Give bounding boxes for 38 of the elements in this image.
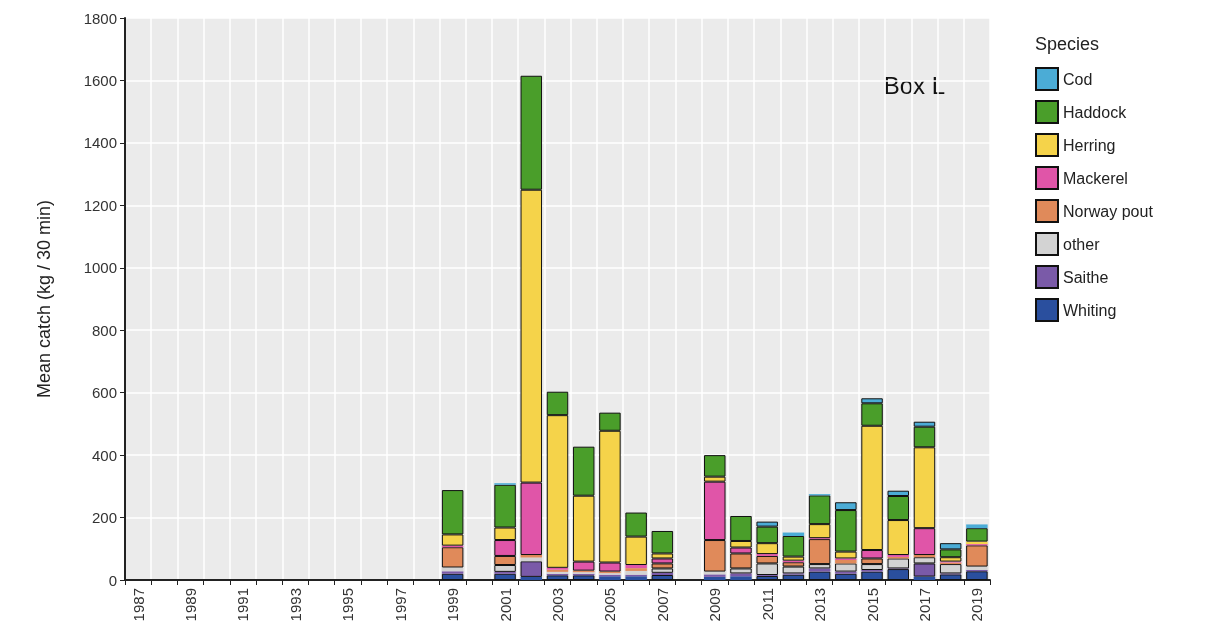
y-axis-title: Mean catch (kg / 30 min) — [34, 199, 54, 399]
x-tick-label: 2009 — [706, 588, 724, 622]
legend-label: Norway pout — [1063, 202, 1154, 220]
legend-title: Species — [1035, 34, 1100, 54]
x-tick-label: 2003 — [549, 588, 566, 622]
y-tick-label: 1400 — [83, 134, 117, 152]
legend-label: other — [1063, 235, 1101, 253]
x-tick-label: 2011 — [758, 588, 776, 621]
y-tick-label: 1600 — [83, 71, 117, 89]
x-tick-label: 1991 — [234, 588, 252, 622]
x-tick-label: 1997 — [391, 588, 409, 622]
x-tick-label: 2017 — [915, 588, 933, 622]
x-tick-label: 2015 — [863, 588, 881, 622]
y-tick-label: 0 — [108, 571, 117, 589]
y-tick-label: 400 — [91, 446, 117, 464]
legend-label: Haddock — [1063, 103, 1128, 121]
legend-label: Mackerel — [1063, 169, 1128, 187]
x-tick-label: 2001 — [496, 588, 514, 622]
legend-label: Herring — [1063, 136, 1116, 154]
annotation: Box L — [883, 71, 945, 99]
x-tick-label: 1987 — [129, 588, 147, 622]
x-tick-label: 1999 — [444, 588, 462, 622]
y-tick-label: 200 — [91, 509, 117, 527]
y-tick-label: 1200 — [83, 196, 117, 214]
y-tick-label: 800 — [91, 321, 117, 339]
x-tick-label: 1989 — [182, 588, 200, 622]
x-tick-label: 2005 — [601, 588, 619, 622]
legend-label: Saithe — [1063, 268, 1109, 286]
y-tick-label: 1000 — [83, 259, 117, 277]
x-tick-label: 1995 — [339, 588, 357, 622]
legend-label: Cod — [1063, 70, 1093, 88]
x-tick-label: 1993 — [286, 588, 304, 622]
x-tick-label: 2019 — [968, 588, 986, 622]
x-tick-label: 2013 — [811, 588, 829, 622]
y-tick-label: 1800 — [83, 9, 117, 27]
x-tick-label: 2007 — [653, 588, 671, 622]
y-tick-label: 600 — [91, 384, 117, 402]
legend-label: Whiting — [1063, 301, 1117, 319]
